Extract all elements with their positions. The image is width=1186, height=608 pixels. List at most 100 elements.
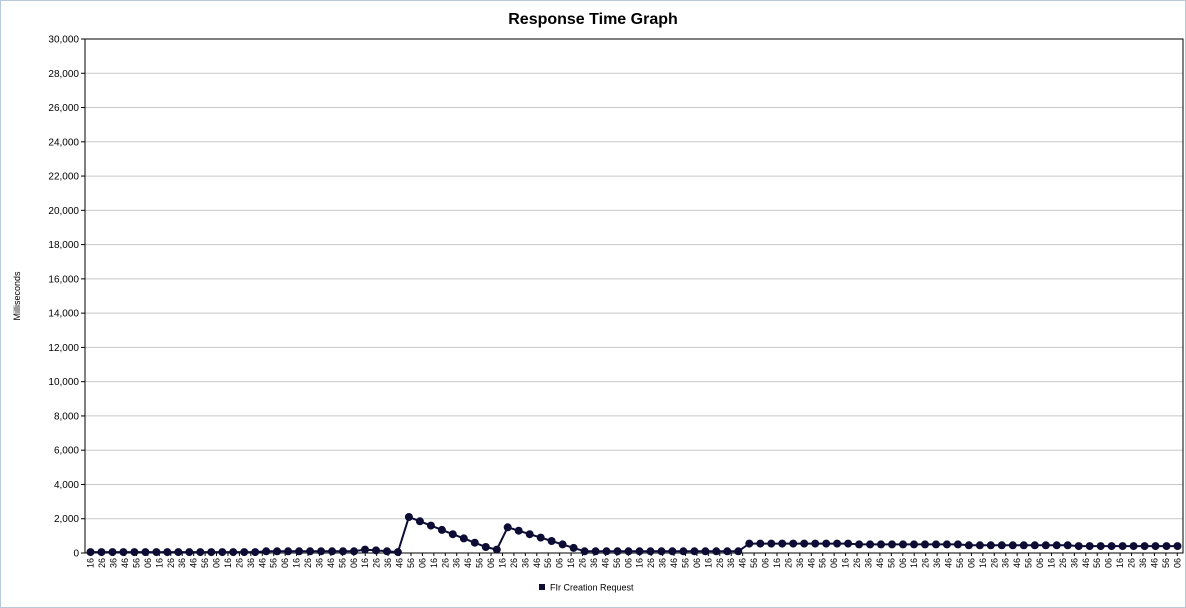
y-axis-ticks: 0 2,000 4,000 6,000 8,000 10,000 12,000 14,000 1… bbox=[48, 35, 85, 560]
y-tick-label: 14,000 bbox=[48, 309, 79, 320]
data-point bbox=[426, 521, 435, 530]
x-tick-label: 36 bbox=[1069, 558, 1079, 568]
x-tick-label: 06 bbox=[692, 558, 702, 568]
data-point bbox=[613, 547, 622, 556]
data-point bbox=[855, 540, 864, 549]
x-tick-label: 36 bbox=[932, 558, 942, 568]
data-point bbox=[383, 547, 391, 556]
data-point bbox=[350, 547, 358, 556]
data-point bbox=[372, 546, 380, 555]
x-tick-label: 56 bbox=[337, 558, 347, 568]
legend-label: FIr Creation Request bbox=[550, 583, 634, 593]
x-tick-label: 16 bbox=[566, 558, 576, 568]
data-point bbox=[701, 547, 710, 556]
data-point bbox=[690, 547, 699, 556]
data-point bbox=[921, 540, 929, 549]
x-tick-label: 26 bbox=[509, 558, 519, 568]
x-tick-label: 06 bbox=[349, 558, 359, 568]
data-point bbox=[1173, 542, 1182, 551]
y-tick-label: 0 bbox=[73, 549, 79, 560]
x-tick-label: 46 bbox=[120, 558, 130, 568]
x-tick-label: 56 bbox=[612, 558, 622, 568]
x-tick-label: 56 bbox=[200, 558, 210, 568]
x-tick-label: 06 bbox=[898, 558, 908, 568]
data-point bbox=[196, 548, 205, 557]
y-tick-label: 22,000 bbox=[48, 172, 79, 183]
x-tick-label: 46 bbox=[738, 558, 748, 568]
x-tick-label: 56 bbox=[1024, 558, 1034, 568]
x-tick-label: 56 bbox=[1161, 558, 1171, 568]
data-point bbox=[910, 540, 918, 549]
x-tick-label: 46 bbox=[1149, 558, 1159, 568]
x-tick-label: 36 bbox=[452, 558, 462, 568]
data-point bbox=[284, 547, 293, 556]
x-tick-label: 36 bbox=[589, 558, 599, 568]
x-tick-label: 06 bbox=[555, 558, 565, 568]
data-point bbox=[932, 540, 940, 549]
data-point bbox=[448, 530, 457, 539]
data-point bbox=[393, 548, 402, 557]
data-point bbox=[822, 539, 831, 548]
x-tick-label: 36 bbox=[726, 558, 736, 568]
plot-area bbox=[84, 38, 1184, 554]
x-tick-label: 06 bbox=[761, 558, 771, 568]
x-tick-label: 46 bbox=[189, 558, 199, 568]
y-tick-label: 30,000 bbox=[48, 35, 79, 46]
x-tick-label: 26 bbox=[166, 558, 176, 568]
x-tick-label: 36 bbox=[658, 558, 668, 568]
data-point bbox=[899, 540, 907, 549]
x-tick-label: 06 bbox=[143, 558, 153, 568]
data-point bbox=[1129, 542, 1138, 551]
data-point bbox=[756, 539, 765, 548]
data-point bbox=[789, 539, 798, 548]
x-tick-label: 16 bbox=[909, 558, 919, 568]
data-point bbox=[207, 548, 216, 557]
y-tick-label: 24,000 bbox=[48, 137, 79, 148]
x-tick-label: 06 bbox=[417, 558, 427, 568]
x-tick-label: 26 bbox=[852, 558, 862, 568]
chart-title: Response Time Graph bbox=[508, 11, 678, 28]
data-point bbox=[712, 547, 721, 556]
data-point bbox=[1041, 541, 1050, 550]
y-tick-label: 16,000 bbox=[48, 274, 79, 285]
data-point bbox=[668, 547, 677, 556]
data-point bbox=[536, 533, 545, 542]
x-tick-label: 16 bbox=[978, 558, 988, 568]
data-point bbox=[1151, 542, 1160, 551]
x-tick-label: 16 bbox=[223, 558, 233, 568]
y-axis-label: Milliseconds bbox=[12, 271, 22, 321]
x-tick-label: 56 bbox=[475, 558, 485, 568]
data-point bbox=[547, 537, 556, 545]
data-point bbox=[262, 547, 271, 556]
x-tick-label: 36 bbox=[795, 558, 805, 568]
data-point bbox=[152, 548, 161, 557]
x-tick-label: 16 bbox=[497, 558, 507, 568]
data-point bbox=[481, 543, 490, 551]
data-point bbox=[492, 545, 501, 554]
data-point bbox=[624, 547, 633, 556]
data-point bbox=[1107, 542, 1116, 551]
x-tick-label: 26 bbox=[97, 558, 107, 568]
data-point bbox=[218, 548, 227, 557]
y-tick-label: 8,000 bbox=[54, 411, 79, 422]
data-point bbox=[514, 526, 523, 535]
legend: FIr Creation Request bbox=[539, 583, 634, 593]
x-tick-label: 46 bbox=[532, 558, 542, 568]
x-tick-label: 36 bbox=[520, 558, 530, 568]
x-tick-label: 26 bbox=[440, 558, 450, 568]
x-tick-label: 36 bbox=[177, 558, 187, 568]
data-point bbox=[975, 541, 984, 550]
data-point bbox=[591, 547, 600, 556]
data-point bbox=[437, 525, 446, 534]
x-tick-label: 06 bbox=[212, 558, 222, 568]
data-point bbox=[185, 548, 194, 557]
data-point bbox=[1118, 542, 1127, 551]
x-tick-label: 26 bbox=[783, 558, 793, 568]
x-tick-label: 26 bbox=[578, 558, 588, 568]
x-tick-label: 56 bbox=[406, 558, 416, 568]
x-tick-label: 46 bbox=[669, 558, 679, 568]
x-tick-label: 56 bbox=[886, 558, 896, 568]
x-tick-label: 56 bbox=[543, 558, 553, 568]
data-point bbox=[1074, 542, 1083, 551]
